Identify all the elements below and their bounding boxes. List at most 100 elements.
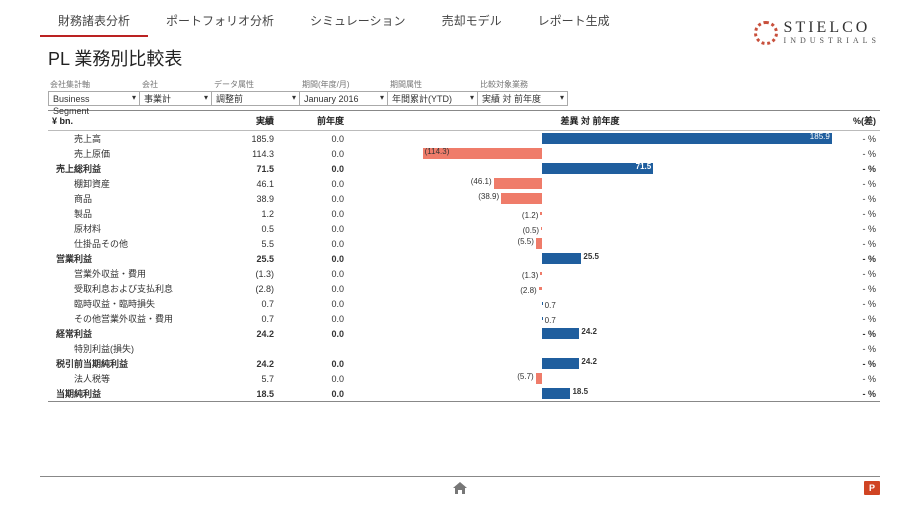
- row-prior: 0.0: [278, 281, 348, 296]
- filter-label: 期間(年度/月): [300, 79, 388, 91]
- filter-label: 期間属性: [388, 79, 478, 91]
- table-row: 売上高185.90.0185.9- %: [48, 131, 880, 147]
- row-label: 売上原価: [48, 146, 208, 161]
- table-row: 税引前当期純利益24.20.024.2- %: [48, 356, 880, 371]
- row-label: 法人税等: [48, 371, 208, 386]
- filter-bar: 会社集計軸Business Segment会社事業計データ属性調整前期間(年度/…: [0, 77, 920, 106]
- row-prior: 0.0: [278, 236, 348, 251]
- row-pct: - %: [832, 356, 880, 371]
- filter-select[interactable]: 年間累計(YTD): [388, 91, 478, 106]
- row-pct: - %: [832, 191, 880, 206]
- col-actual: 実績: [208, 111, 278, 131]
- row-variance-bar: (1.3): [348, 266, 832, 281]
- row-variance-bar: 0.7: [348, 296, 832, 311]
- row-pct: - %: [832, 221, 880, 236]
- row-variance-bar: (46.1): [348, 176, 832, 191]
- tab-2[interactable]: シミュレーション: [292, 8, 424, 37]
- row-pct: - %: [832, 236, 880, 251]
- powerpoint-icon[interactable]: P: [864, 481, 880, 495]
- row-actual: 185.9: [208, 131, 278, 147]
- row-label: 製品: [48, 206, 208, 221]
- row-actual: 38.9: [208, 191, 278, 206]
- row-prior: 0.0: [278, 371, 348, 386]
- row-pct: - %: [832, 146, 880, 161]
- row-actual: 18.5: [208, 386, 278, 401]
- row-prior: 0.0: [278, 296, 348, 311]
- row-actual: [208, 341, 278, 356]
- row-pct: - %: [832, 251, 880, 266]
- filter-select[interactable]: 実績 対 前年度: [478, 91, 568, 106]
- row-label: 売上高: [48, 131, 208, 147]
- table-row: 原材料0.50.0(0.5)- %: [48, 221, 880, 236]
- logo-name: STIELCO: [784, 20, 880, 36]
- row-prior: 0.0: [278, 311, 348, 326]
- row-prior: 0.0: [278, 161, 348, 176]
- row-variance-bar: 24.2: [348, 326, 832, 341]
- row-pct: - %: [832, 326, 880, 341]
- filter-select[interactable]: January 2016: [300, 91, 388, 106]
- row-prior: [278, 341, 348, 356]
- row-label: 商品: [48, 191, 208, 206]
- row-pct: - %: [832, 341, 880, 356]
- row-label: 営業利益: [48, 251, 208, 266]
- row-pct: - %: [832, 266, 880, 281]
- filter-label: 比較対象業務: [478, 79, 568, 91]
- row-actual: (1.3): [208, 266, 278, 281]
- row-prior: 0.0: [278, 176, 348, 191]
- table-row: 経常利益24.20.024.2- %: [48, 326, 880, 341]
- row-prior: 0.0: [278, 221, 348, 236]
- row-variance-bar: (0.5): [348, 221, 832, 236]
- table-row: 仕掛品その他5.50.0(5.5)- %: [48, 236, 880, 251]
- table-row: 特別利益(損失) - %: [48, 341, 880, 356]
- tab-1[interactable]: ポートフォリオ分析: [148, 8, 292, 37]
- row-prior: 0.0: [278, 191, 348, 206]
- row-label: 棚卸資産: [48, 176, 208, 191]
- logo-sub: INDUSTRIALS: [784, 36, 880, 45]
- row-actual: 0.7: [208, 311, 278, 326]
- filter-select[interactable]: Business Segment: [48, 91, 140, 106]
- filter-0: 会社集計軸Business Segment: [48, 79, 140, 106]
- filter-select[interactable]: 事業計: [140, 91, 212, 106]
- col-variance: 差異 対 前年度: [348, 111, 832, 131]
- row-prior: 0.0: [278, 251, 348, 266]
- table-row: 商品38.90.0(38.9)- %: [48, 191, 880, 206]
- row-variance-bar: [348, 341, 832, 356]
- row-actual: 71.5: [208, 161, 278, 176]
- row-prior: 0.0: [278, 386, 348, 401]
- row-actual: 24.2: [208, 326, 278, 341]
- row-actual: 46.1: [208, 176, 278, 191]
- row-label: 原材料: [48, 221, 208, 236]
- tab-3[interactable]: 売却モデル: [424, 8, 520, 37]
- row-label: 当期純利益: [48, 386, 208, 401]
- row-actual: (2.8): [208, 281, 278, 296]
- row-pct: - %: [832, 311, 880, 326]
- tab-0[interactable]: 財務諸表分析: [40, 8, 148, 37]
- brand-logo: STIELCO INDUSTRIALS: [754, 20, 880, 45]
- row-variance-bar: 0.7: [348, 311, 832, 326]
- row-actual: 5.5: [208, 236, 278, 251]
- row-label: 営業外収益・費用: [48, 266, 208, 281]
- row-actual: 0.7: [208, 296, 278, 311]
- table-row: 法人税等5.70.0(5.7)- %: [48, 371, 880, 386]
- col-pct: %(差): [832, 111, 880, 131]
- row-label: 受取利息および支払利息: [48, 281, 208, 296]
- table-row: 受取利息および支払利息(2.8)0.0(2.8)- %: [48, 281, 880, 296]
- home-icon[interactable]: [452, 481, 468, 498]
- row-label: 臨時収益・臨時損失: [48, 296, 208, 311]
- filter-select[interactable]: 調整前: [212, 91, 300, 106]
- row-actual: 25.5: [208, 251, 278, 266]
- row-variance-bar: 18.5: [348, 386, 832, 401]
- row-variance-bar: 25.5: [348, 251, 832, 266]
- table-row: 棚卸資産46.10.0(46.1)- %: [48, 176, 880, 191]
- comparison-table: ¥ bn. 実績 前年度 差異 対 前年度 %(差) 売上高185.90.018…: [48, 110, 880, 402]
- filter-3: 期間(年度/月)January 2016: [300, 79, 388, 106]
- table-row: 営業利益25.50.025.5- %: [48, 251, 880, 266]
- row-label: 特別利益(損失): [48, 341, 208, 356]
- table-row: 売上原価114.30.0(114.3)- %: [48, 146, 880, 161]
- row-label: その他営業外収益・費用: [48, 311, 208, 326]
- row-variance-bar: 71.5: [348, 161, 832, 176]
- row-actual: 114.3: [208, 146, 278, 161]
- row-variance-bar: 185.9: [348, 131, 832, 147]
- tab-4[interactable]: レポート生成: [520, 8, 628, 37]
- row-variance-bar: (114.3): [348, 146, 832, 161]
